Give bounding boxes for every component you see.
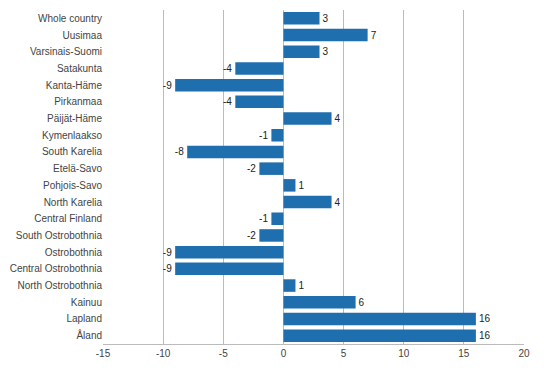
svg-text:Pohjois-Savo: Pohjois-Savo: [43, 180, 102, 191]
svg-text:-15: -15: [96, 348, 111, 359]
svg-text:Kanta-Häme: Kanta-Häme: [46, 80, 103, 91]
svg-text:Central Finland: Central Finland: [34, 213, 102, 224]
svg-text:7: 7: [371, 30, 377, 41]
svg-text:1: 1: [298, 280, 304, 291]
svg-text:4: 4: [335, 113, 341, 124]
svg-text:North Ostrobothnia: North Ostrobothnia: [18, 280, 103, 291]
svg-text:-9: -9: [163, 263, 172, 274]
svg-text:16: 16: [479, 313, 491, 324]
svg-text:Lapland: Lapland: [66, 313, 102, 324]
svg-text:-1: -1: [259, 130, 268, 141]
svg-text:Etelä-Savo: Etelä-Savo: [53, 163, 102, 174]
svg-text:3: 3: [323, 13, 329, 24]
svg-text:5: 5: [341, 348, 347, 359]
svg-text:15: 15: [458, 348, 470, 359]
svg-text:-2: -2: [247, 230, 256, 241]
svg-text:Whole country: Whole country: [38, 13, 102, 24]
svg-text:0: 0: [281, 348, 287, 359]
svg-text:-9: -9: [163, 247, 172, 258]
svg-text:Kymenlaakso: Kymenlaakso: [42, 130, 102, 141]
svg-text:-4: -4: [223, 63, 232, 74]
svg-text:3: 3: [323, 46, 329, 57]
svg-text:Åland: Åland: [76, 329, 102, 341]
svg-text:4: 4: [335, 197, 341, 208]
svg-text:Kainuu: Kainuu: [71, 297, 102, 308]
svg-text:South Ostrobothnia: South Ostrobothnia: [16, 230, 103, 241]
svg-text:-1: -1: [259, 213, 268, 224]
svg-text:-9: -9: [163, 80, 172, 91]
svg-text:Pirkanmaa: Pirkanmaa: [54, 96, 102, 107]
svg-text:-5: -5: [219, 348, 228, 359]
svg-text:Päijät-Häme: Päijät-Häme: [47, 113, 102, 124]
svg-text:-10: -10: [156, 348, 171, 359]
svg-text:6: 6: [359, 297, 365, 308]
svg-text:1: 1: [298, 180, 304, 191]
svg-text:Uusimaa: Uusimaa: [63, 30, 103, 41]
svg-text:Satakunta: Satakunta: [57, 63, 102, 74]
svg-text:-4: -4: [223, 96, 232, 107]
svg-text:-2: -2: [247, 163, 256, 174]
svg-text:Varsinais-Suomi: Varsinais-Suomi: [30, 46, 102, 57]
svg-text:-8: -8: [175, 146, 184, 157]
svg-text:16: 16: [479, 330, 491, 341]
svg-text:Ostrobothnia: Ostrobothnia: [45, 247, 103, 258]
svg-text:Central Ostrobothnia: Central Ostrobothnia: [10, 263, 103, 274]
svg-text:20: 20: [518, 348, 530, 359]
svg-text:North Karelia: North Karelia: [44, 197, 103, 208]
svg-text:South Karelia: South Karelia: [42, 146, 102, 157]
svg-text:10: 10: [398, 348, 410, 359]
